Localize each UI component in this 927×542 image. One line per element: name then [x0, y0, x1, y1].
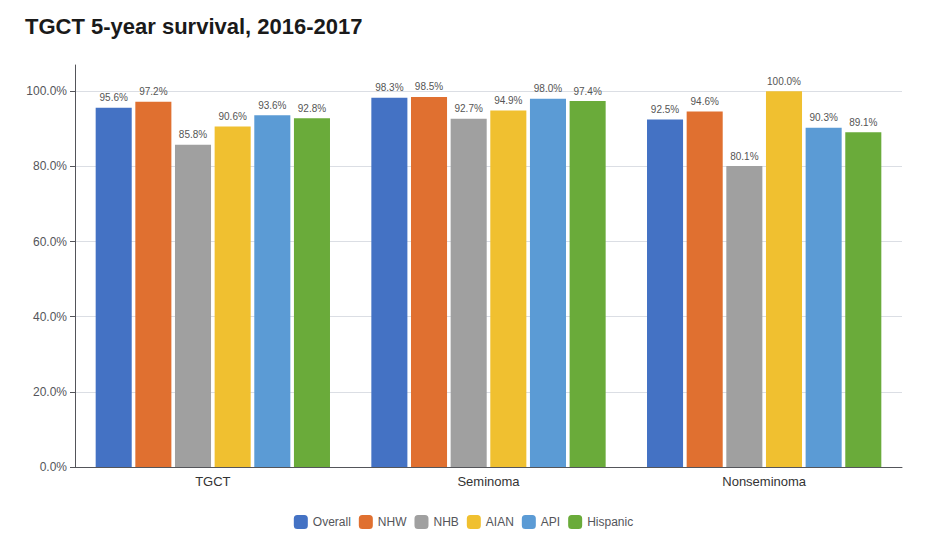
svg-text:92.5%: 92.5%	[651, 104, 679, 115]
svg-text:97.2%: 97.2%	[139, 86, 167, 97]
svg-text:98.0%: 98.0%	[534, 83, 562, 94]
svg-text:20.0%: 20.0%	[33, 385, 67, 399]
svg-text:80.0%: 80.0%	[33, 159, 67, 173]
svg-text:NHB: NHB	[433, 515, 458, 529]
svg-text:92.8%: 92.8%	[298, 103, 326, 114]
svg-text:98.5%: 98.5%	[415, 81, 443, 92]
svg-text:80.1%: 80.1%	[730, 151, 758, 162]
svg-text:Nonseminoma: Nonseminoma	[722, 474, 807, 489]
svg-text:85.8%: 85.8%	[179, 129, 207, 140]
svg-text:40.0%: 40.0%	[33, 310, 67, 324]
svg-text:89.1%: 89.1%	[849, 117, 877, 128]
svg-text:0.0%: 0.0%	[40, 460, 68, 474]
svg-text:API: API	[541, 515, 560, 529]
svg-text:Hispanic: Hispanic	[587, 515, 633, 529]
svg-text:NHW: NHW	[378, 515, 407, 529]
svg-text:90.6%: 90.6%	[218, 111, 246, 122]
svg-text:93.6%: 93.6%	[258, 100, 286, 111]
svg-text:60.0%: 60.0%	[33, 235, 67, 249]
svg-text:Seminoma: Seminoma	[457, 474, 520, 489]
svg-text:100.0%: 100.0%	[26, 84, 67, 98]
svg-text:100.0%: 100.0%	[767, 76, 801, 87]
svg-text:92.7%: 92.7%	[454, 103, 482, 114]
svg-text:TGCT: TGCT	[195, 474, 230, 489]
svg-text:98.3%: 98.3%	[375, 82, 403, 93]
svg-text:Overall: Overall	[313, 515, 351, 529]
svg-text:90.3%: 90.3%	[809, 112, 837, 123]
svg-text:AIAN: AIAN	[486, 515, 514, 529]
svg-text:94.9%: 94.9%	[494, 95, 522, 106]
svg-text:97.4%: 97.4%	[573, 86, 601, 97]
svg-text:94.6%: 94.6%	[691, 96, 719, 107]
svg-text:95.6%: 95.6%	[100, 92, 128, 103]
svg-text:TGCT 5-year survival, 2016-201: TGCT 5-year survival, 2016-2017	[25, 14, 363, 39]
